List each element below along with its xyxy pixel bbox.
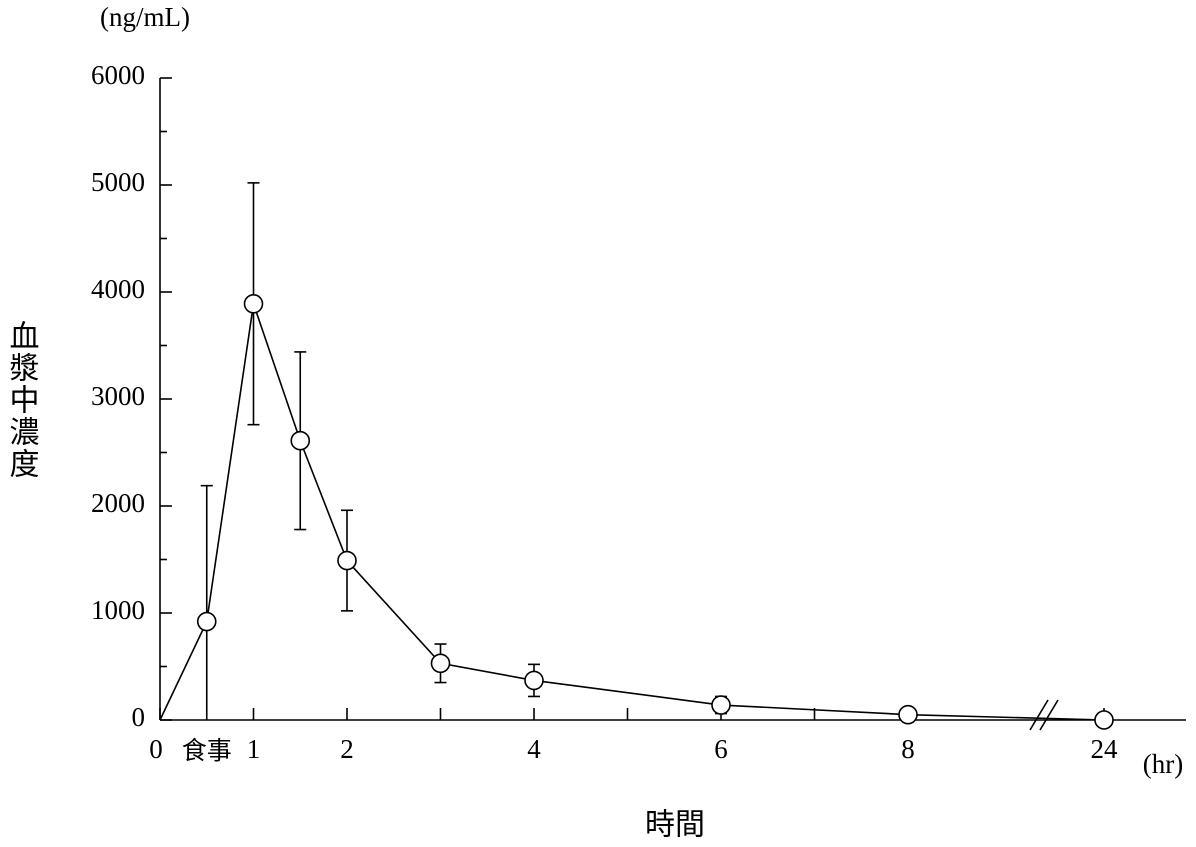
- point: [290, 430, 311, 451]
- point: [711, 695, 731, 715]
- y-tick-label: 2000: [91, 488, 145, 518]
- x-tick-label: 24: [1091, 734, 1119, 764]
- axis-break: [1029, 699, 1049, 731]
- point: [196, 611, 217, 632]
- x-tick-label: 2: [340, 734, 354, 764]
- y-tick-label: 6000: [91, 60, 145, 90]
- x-tick-label: 8: [901, 734, 915, 764]
- y-axis-label-text: 血漿中濃度: [4, 320, 40, 480]
- point: [337, 550, 357, 571]
- point: [1094, 710, 1114, 730]
- point: [243, 293, 264, 314]
- x-axis-label: 時間: [645, 808, 705, 843]
- y-axis-label: 血漿中濃度: [4, 320, 40, 480]
- y-tick-label: 5000: [91, 167, 145, 197]
- line: [159, 303, 1105, 721]
- x-tick-label: 食事: [182, 736, 232, 765]
- x-tick-label: 1: [247, 734, 261, 764]
- y-tick-label: 1000: [91, 595, 145, 625]
- point: [524, 670, 544, 691]
- x-tick-label: 0: [149, 734, 163, 764]
- x-tick-label: 6: [714, 734, 728, 764]
- point: [430, 653, 451, 674]
- y-unit: (ng/mL): [100, 2, 190, 32]
- x-unit: (hr): [1143, 749, 1183, 779]
- y-tick-label: 0: [132, 702, 146, 732]
- y-tick-label: 4000: [91, 274, 145, 304]
- y-tick-label: 3000: [91, 381, 145, 411]
- x-tick-label: 4: [527, 734, 541, 764]
- point: [898, 704, 918, 725]
- axis-break: [1039, 699, 1059, 731]
